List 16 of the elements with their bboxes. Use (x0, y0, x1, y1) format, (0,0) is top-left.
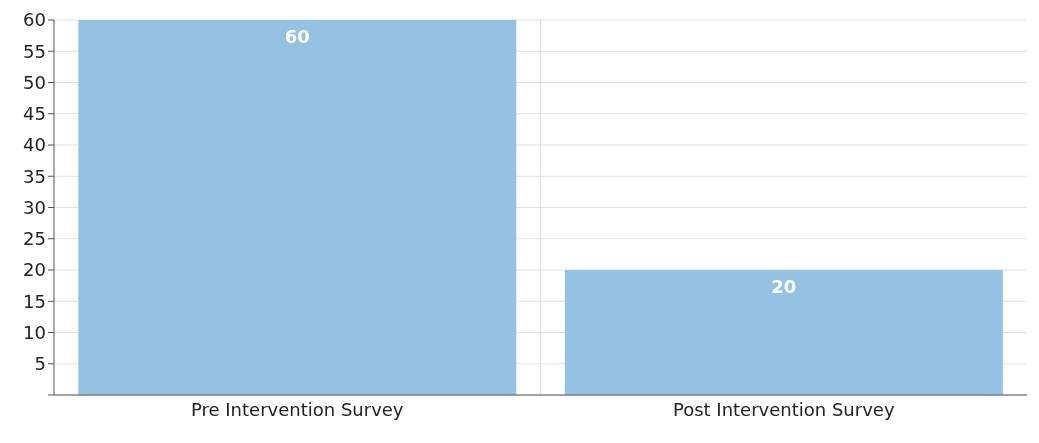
y-tick-label: 55 (23, 40, 46, 62)
y-tick-label: 35 (23, 165, 46, 187)
y-tick-label: 40 (23, 134, 46, 156)
x-tick-label: Post Intervention Survey (672, 398, 895, 420)
y-tick-label: 60 (23, 9, 46, 31)
y-tick-label: 5 (34, 353, 46, 375)
y-tick-label: 50 (23, 71, 46, 93)
data-label: 60 (284, 25, 310, 47)
y-tick-label: 20 (23, 259, 46, 281)
y-tick-label: 15 (23, 290, 46, 312)
x-tick-label: Pre Intervention Survey (190, 398, 404, 420)
y-tick-label: 45 (23, 103, 46, 125)
y-tick-label: 10 (23, 321, 46, 343)
y-tick-label: 25 (23, 228, 46, 250)
data-label: 20 (771, 275, 797, 297)
y-tick-label: 30 (23, 196, 46, 218)
